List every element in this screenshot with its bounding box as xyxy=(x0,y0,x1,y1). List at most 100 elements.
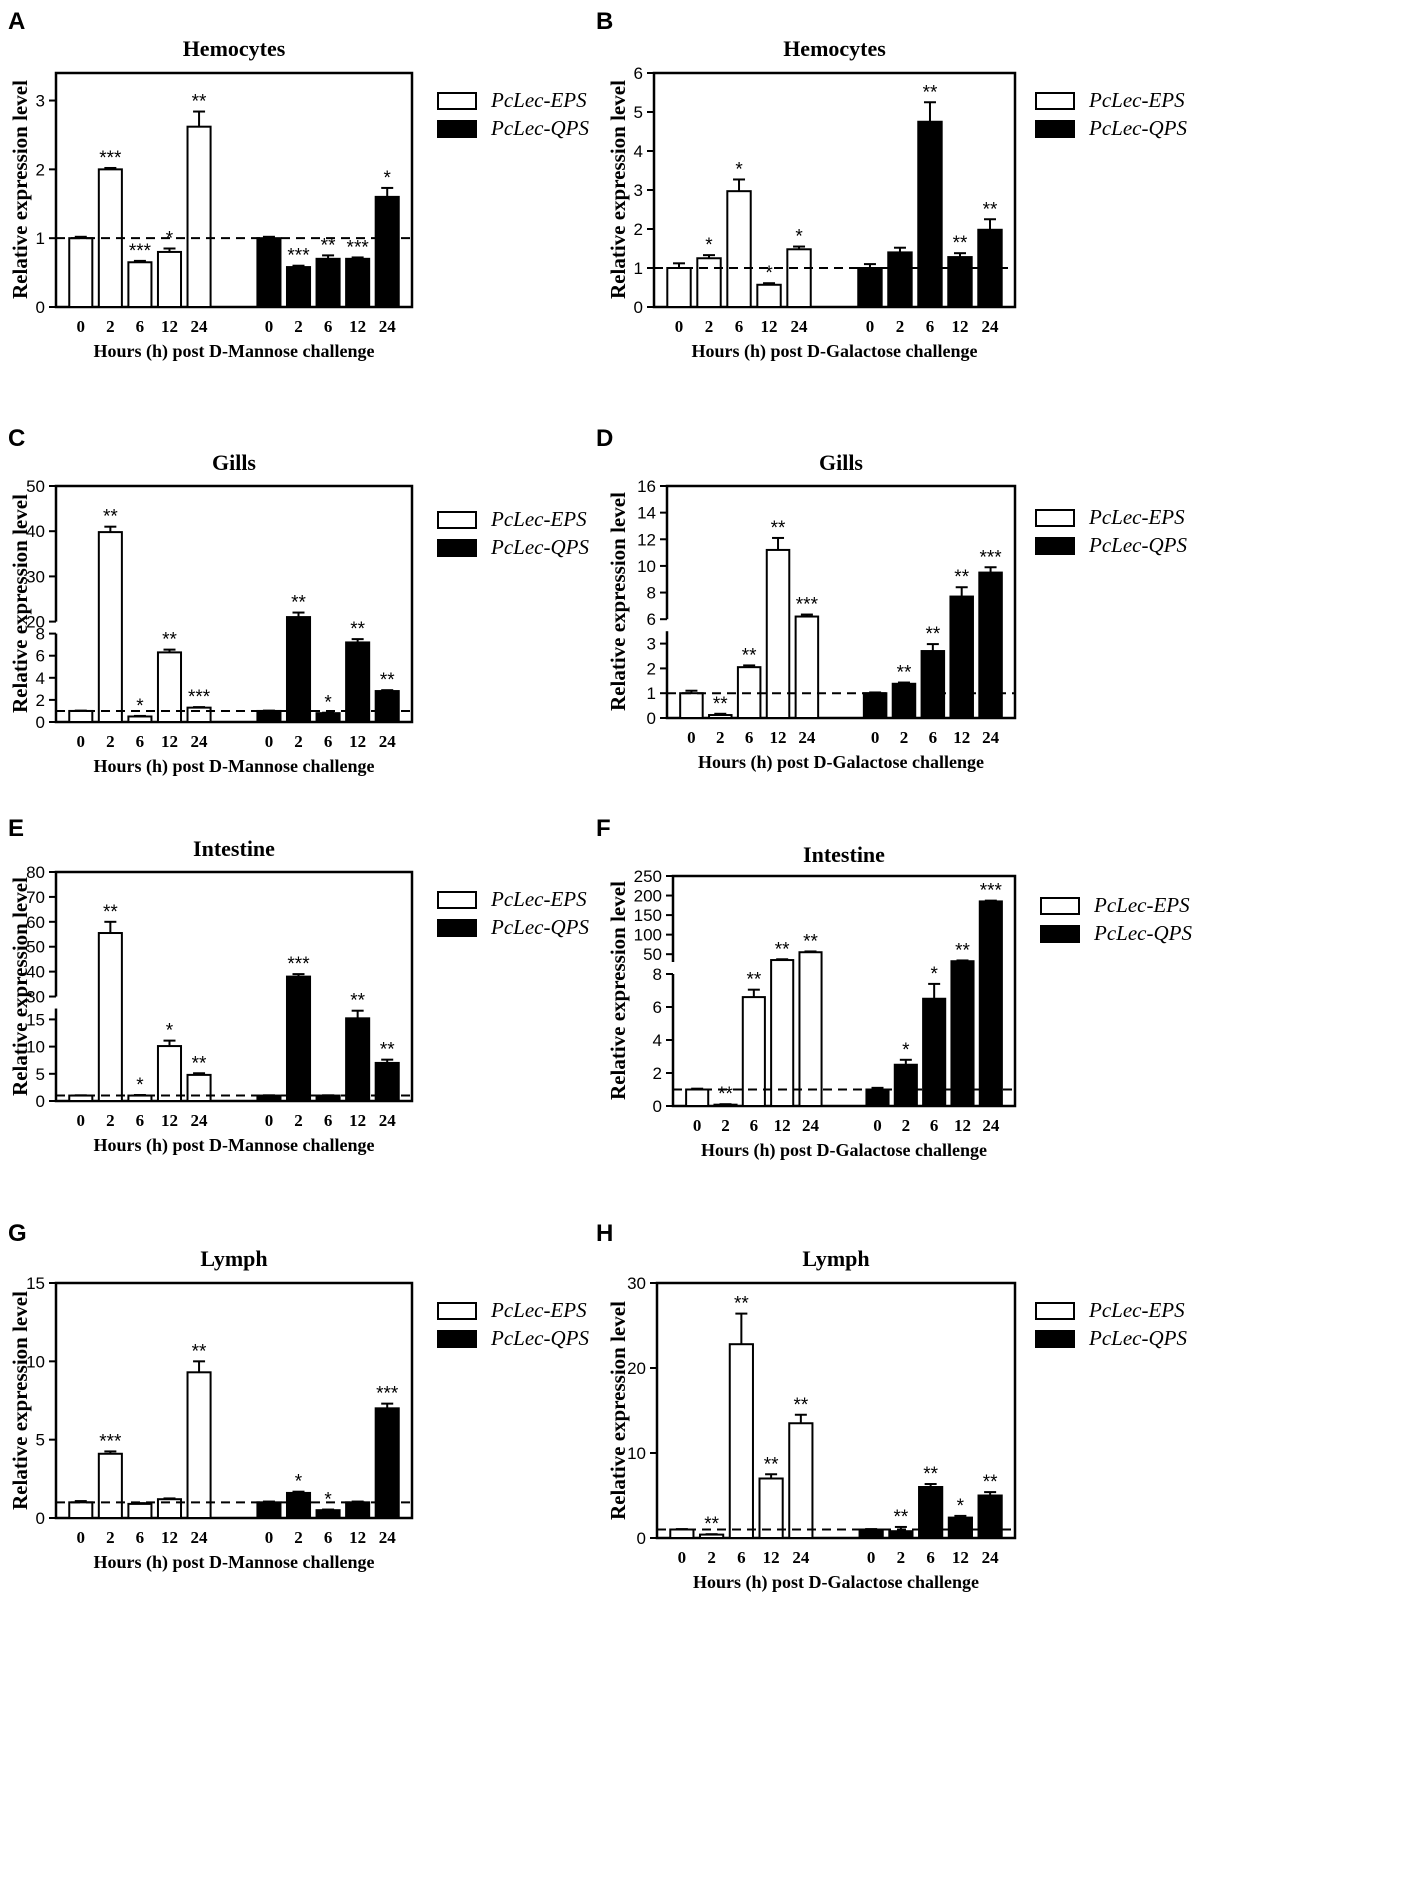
y-axis-label-f: Relative expression level xyxy=(606,881,630,1101)
y-tick-label-f: 6 xyxy=(653,998,662,1017)
significance-g: ** xyxy=(192,1341,207,1362)
x-tick-label-e: 0 xyxy=(265,1111,274,1130)
x-tick-label-g: 24 xyxy=(379,1528,397,1547)
y-axis-label-h: Relative expression level xyxy=(606,1301,630,1520)
legend-swatch xyxy=(437,91,477,110)
legend-swatch xyxy=(437,918,477,937)
significance-d: ** xyxy=(897,663,912,684)
bar-c-qps-6 xyxy=(315,712,341,723)
significance-d: *** xyxy=(796,595,819,616)
x-tick-label-a: 2 xyxy=(294,317,303,336)
significance-d: ** xyxy=(713,694,728,715)
panel-e: 0 5 10 15 30 40 50 60 70 80 0 ** 2 * 6 * 12 ** 24 0 *** 2 6 ** 1… xyxy=(26,863,414,1130)
bar-e-eps-12 xyxy=(156,1045,183,1102)
chart-title-a: Hemocytes xyxy=(182,36,286,61)
legend-label: PcLec-QPS xyxy=(1089,533,1187,557)
bar-a-qps-24 xyxy=(374,195,400,308)
y-tick-label-g: 15 xyxy=(26,1274,45,1293)
x-tick-label-b: 6 xyxy=(926,317,935,336)
legend-item-e-qps: PcLec-QPS xyxy=(437,915,589,940)
y-tick-label-a: 3 xyxy=(36,92,45,111)
bar-g-eps-24 xyxy=(186,1371,212,1520)
legend-item-b-qps: PcLec-QPS xyxy=(1035,116,1187,141)
legend-item-c-qps: PcLec-QPS xyxy=(437,535,589,560)
legend-label: PcLec-QPS xyxy=(1089,1326,1187,1350)
x-tick-label-b: 2 xyxy=(896,317,905,336)
x-tick-label-f: 0 xyxy=(693,1116,702,1135)
x-tick-label-g: 12 xyxy=(349,1528,366,1547)
significance-e: ** xyxy=(103,902,118,923)
bar-h-qps-24 xyxy=(977,1494,1003,1539)
significance-a: ** xyxy=(192,92,207,113)
legend-swatch xyxy=(1035,91,1075,110)
bar-h-eps-0 xyxy=(669,1528,695,1539)
legend-swatch xyxy=(1040,896,1080,915)
bar-f-qps-0 xyxy=(865,1088,890,1107)
bar-d-qps-6 xyxy=(920,650,946,719)
y-tick-label-d: 0 xyxy=(647,709,656,728)
legend-label: PcLec-EPS xyxy=(1089,88,1185,112)
bar-h-qps-12 xyxy=(947,1516,973,1539)
plot-frame-f xyxy=(671,874,1017,1108)
y-tick-label-e: 0 xyxy=(36,1092,45,1111)
x-tick-label-c: 6 xyxy=(136,732,145,751)
chart-title-b: Hemocytes xyxy=(783,36,886,61)
bar-c-qps-2 xyxy=(285,616,312,724)
bar-g-qps-2 xyxy=(285,1491,312,1520)
bar-c-eps-2 xyxy=(97,531,123,723)
bar-a-qps-12 xyxy=(345,257,371,308)
x-tick-label-d: 24 xyxy=(798,728,816,747)
bar-a-qps-0 xyxy=(256,237,282,308)
legend-swatch xyxy=(437,538,477,557)
legend-swatch xyxy=(1035,1329,1075,1348)
x-tick-label-e: 24 xyxy=(191,1111,209,1130)
y-tick-label-d: 16 xyxy=(637,477,656,496)
legend-label: PcLec-EPS xyxy=(1089,505,1185,529)
legend-swatch xyxy=(1035,1301,1075,1320)
significance-b: ** xyxy=(953,233,968,254)
bar-d-eps-0 xyxy=(679,692,704,720)
x-tick-label-b: 0 xyxy=(866,317,875,336)
legend-label: PcLec-EPS xyxy=(491,887,587,911)
bar-b-eps-24 xyxy=(786,248,812,308)
legend-swatch xyxy=(437,1329,477,1348)
x-tick-label-d: 6 xyxy=(745,728,754,747)
significance-c: ** xyxy=(350,619,365,640)
x-tick-label-f: 24 xyxy=(982,1116,1000,1135)
bar-f-qps-12 xyxy=(950,960,975,1108)
x-tick-label-d: 0 xyxy=(687,728,696,747)
x-axis-label-e: Hours (h) post D-Mannose challenge xyxy=(93,1135,375,1155)
x-tick-label-d: 2 xyxy=(900,728,909,747)
bar-h-eps-6 xyxy=(728,1343,754,1539)
panel-label-d: D xyxy=(596,425,614,452)
x-axis-label-b: Hours (h) post D-Galactose challenge xyxy=(691,341,978,361)
y-tick-label-g: 10 xyxy=(26,1352,45,1371)
y-tick-label-b: 3 xyxy=(634,181,643,200)
y-tick-label-c: 4 xyxy=(36,669,45,688)
significance-h: ** xyxy=(793,1395,808,1416)
x-tick-label-c: 12 xyxy=(349,732,366,751)
y-tick-label-e: 10 xyxy=(26,1038,45,1057)
significance-c: * xyxy=(136,696,144,717)
panel-label-e: E xyxy=(8,815,25,842)
significance-f: * xyxy=(902,1040,910,1061)
bar-g-eps-6 xyxy=(127,1502,153,1520)
chart-title-f: Intestine xyxy=(803,842,885,867)
legend-swatch xyxy=(1035,536,1075,555)
y-tick-label-b: 0 xyxy=(634,298,643,317)
x-tick-label-b: 6 xyxy=(735,317,744,336)
significance-b: ** xyxy=(923,82,938,103)
y-tick-label-e: 50 xyxy=(26,938,45,957)
panel-label-b: B xyxy=(596,8,614,35)
x-axis-label-g: Hours (h) post D-Mannose challenge xyxy=(93,1552,375,1572)
significance-f: ** xyxy=(803,931,818,952)
x-tick-label-a: 6 xyxy=(324,317,333,336)
significance-c: * xyxy=(324,693,332,714)
x-tick-label-h: 24 xyxy=(982,1548,1000,1567)
plot-frame-c xyxy=(54,484,414,724)
x-tick-label-c: 24 xyxy=(379,732,397,751)
